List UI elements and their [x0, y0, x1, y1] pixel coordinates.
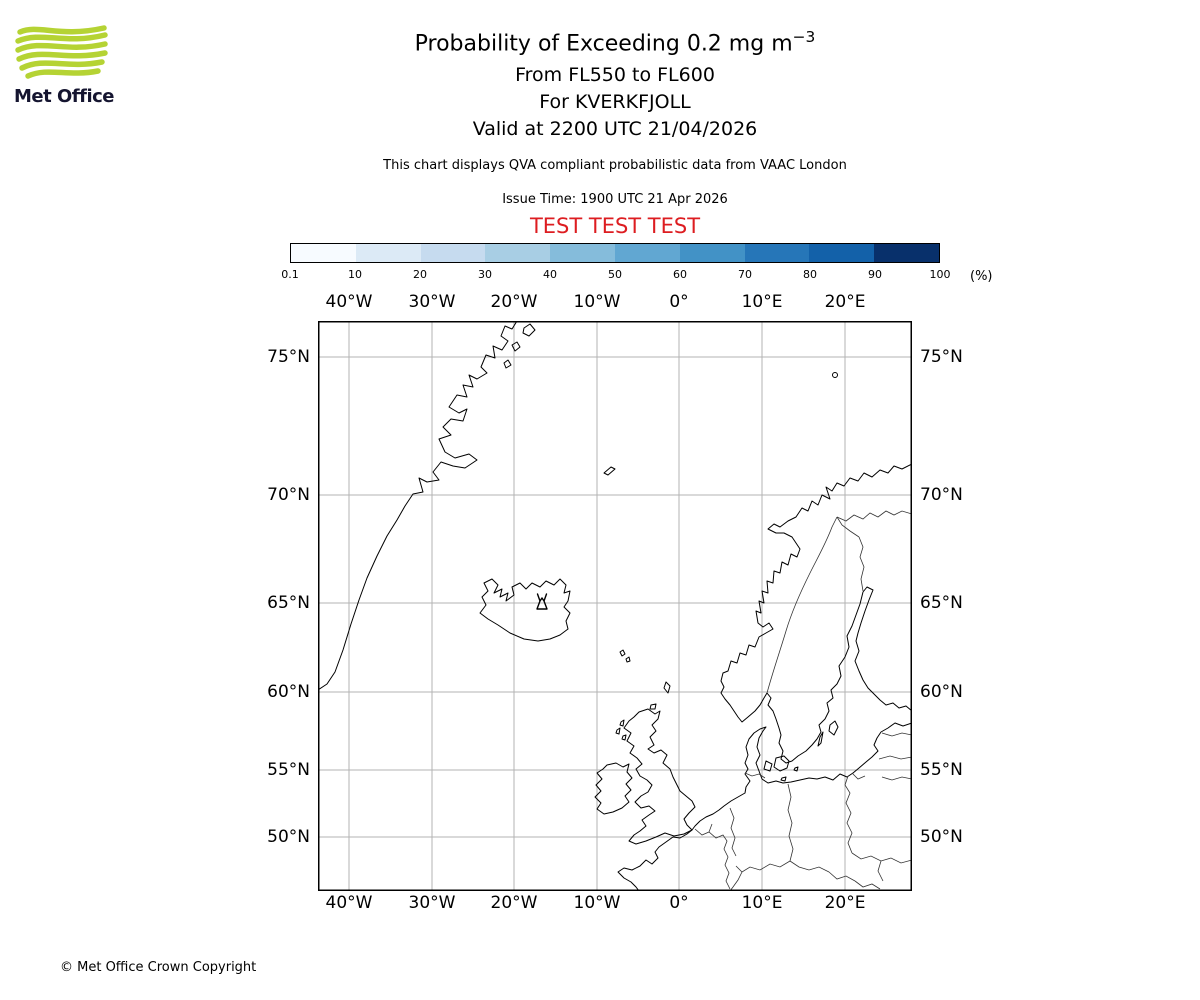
lat-label-right: 70°N: [920, 485, 963, 505]
lon-label-bottom: 10°W: [573, 893, 621, 913]
map-graticule: [318, 321, 912, 891]
colorbar-segment: [420, 244, 486, 262]
lat-label-left: 65°N: [267, 593, 310, 613]
lon-label-top: 0°: [669, 292, 689, 312]
colorbar-segment: [614, 244, 680, 262]
colorbar-segment: [874, 244, 939, 262]
issue-time: Issue Time: 1900 UTC 21 Apr 2026: [502, 192, 728, 207]
lon-label-top: 30°W: [408, 292, 456, 312]
met-office-logo: Met Office: [14, 24, 134, 107]
map-border: [318, 321, 912, 891]
colorbar-tick: 60: [673, 268, 687, 281]
colorbar-tick: 20: [413, 268, 427, 281]
lat-label-right: 60°N: [920, 682, 963, 702]
subtitle-block: From FL550 to FL600 For KVERKFJOLL Valid…: [15, 62, 1200, 143]
lon-label-top: 10°E: [741, 292, 783, 312]
colorbar-tick: 100: [929, 268, 951, 281]
colorbar-tick: 50: [608, 268, 622, 281]
colorbar-segment: [291, 244, 356, 262]
colorbar-ticks: 0.1 10 20 30 40 50 60 70 80 90 100: [281, 268, 950, 282]
coastlines: [317, 320, 913, 892]
map-canvas: [317, 320, 913, 892]
lat-label-right: 50°N: [920, 827, 963, 847]
lat-label-left: 60°N: [267, 682, 310, 702]
lat-label-right: 65°N: [920, 593, 963, 613]
colorbar-tick: 70: [738, 268, 752, 281]
colorbar-tick: 90: [868, 268, 882, 281]
colorbar-unit: (%): [970, 269, 993, 284]
page-title-text: Probability of Exceeding 0.2 mg m: [414, 31, 793, 57]
lon-label-top: 20°E: [824, 292, 866, 312]
colorbar-segment: [744, 244, 810, 262]
chart-description: This chart displays QVA compliant probab…: [383, 158, 847, 173]
lat-label-right: 75°N: [920, 347, 963, 367]
page-title: Probability of Exceeding 0.2 mg m−3: [15, 28, 1200, 56]
colorbar-segments: [291, 244, 939, 262]
lon-label-bottom: 20°W: [490, 893, 538, 913]
lon-label-bottom: 0°: [669, 893, 689, 913]
colorbar-segment: [679, 244, 745, 262]
lon-label-top: 40°W: [325, 292, 373, 312]
lon-label-bottom: 10°E: [741, 893, 783, 913]
lat-label-left: 55°N: [267, 760, 310, 780]
lon-label-bottom: 40°W: [325, 893, 373, 913]
copyright-notice: © Met Office Crown Copyright: [60, 960, 257, 975]
colorbar: [290, 243, 940, 263]
national-borders: [694, 510, 913, 892]
lat-label-left: 70°N: [267, 485, 310, 505]
volcano-icon: [536, 593, 548, 610]
lon-label-bottom: 30°W: [408, 893, 456, 913]
colorbar-tick: 30: [478, 268, 492, 281]
lat-label-right: 55°N: [920, 760, 963, 780]
colorbar-tick: 40: [543, 268, 557, 281]
colorbar-segment: [355, 244, 421, 262]
subtitle-valid-time: Valid at 2200 UTC 21/04/2026: [472, 118, 758, 140]
test-banner: TEST TEST TEST: [529, 214, 701, 238]
colorbar-segment: [550, 244, 615, 262]
subtitle-flight-levels: From FL550 to FL600: [515, 64, 715, 86]
page-title-superscript: −3: [792, 28, 816, 46]
met-office-waves-icon: [15, 25, 108, 79]
colorbar-tick: 80: [803, 268, 817, 281]
colorbar-segment: [485, 244, 551, 262]
colorbar-segment: [809, 244, 875, 262]
colorbar-tick: 0.1: [281, 268, 299, 281]
met-office-logo-text: Met Office: [14, 86, 115, 107]
colorbar-tick: 10: [348, 268, 362, 281]
lon-label-top: 20°W: [490, 292, 538, 312]
subtitle-volcano: For KVERKFJOLL: [539, 91, 691, 113]
lon-label-bottom: 20°E: [824, 893, 866, 913]
map-panel: [317, 320, 913, 892]
lat-label-left: 75°N: [267, 347, 310, 367]
lat-label-left: 50°N: [267, 827, 310, 847]
lon-label-top: 10°W: [573, 292, 621, 312]
